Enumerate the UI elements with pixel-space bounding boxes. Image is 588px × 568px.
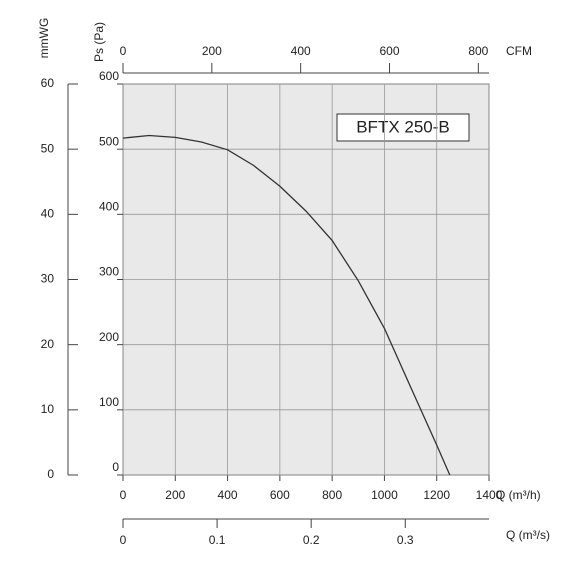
mmwg-tick-label: 40 <box>41 207 55 221</box>
ms-axis-label: Q (m³/s) <box>506 528 550 542</box>
y-tick-label: 300 <box>99 265 119 279</box>
mmwg-tick-label: 60 <box>41 76 55 90</box>
x-tick-label: 1400 <box>476 488 503 502</box>
y-tick-label: 0 <box>112 460 119 474</box>
x-tick-label: 1000 <box>371 488 398 502</box>
annotation: BFTX 250-B <box>356 117 450 136</box>
x-tick-label: 600 <box>270 488 290 502</box>
x-axis-label: Q (m³/h) <box>496 488 541 502</box>
ms-tick-label: 0.2 <box>303 533 320 547</box>
x-tick-label: 200 <box>165 488 185 502</box>
ms-tick-label: 0.3 <box>397 533 414 547</box>
cfm-tick-label: 800 <box>468 44 488 58</box>
cfm-tick-label: 600 <box>379 44 399 58</box>
y-tick-label: 100 <box>99 395 119 409</box>
y-tick-label: 500 <box>99 134 119 148</box>
cfm-tick-label: 400 <box>291 44 311 58</box>
mmwg-tick-label: 10 <box>41 402 55 416</box>
ms-tick-label: 0 <box>120 533 127 547</box>
mmwg-tick-label: 30 <box>41 272 55 286</box>
x-tick-label: 800 <box>322 488 342 502</box>
mmwg-tick-label: 0 <box>47 467 54 481</box>
mmwg-tick-label: 50 <box>41 141 55 155</box>
ms-tick-label: 0.1 <box>209 533 226 547</box>
cfm-tick-label: 200 <box>202 44 222 58</box>
x-tick-label: 0 <box>120 488 127 502</box>
mmwg-axis-label: mmWG <box>37 18 51 59</box>
cfm-axis-label: CFM <box>506 44 532 58</box>
x-tick-label: 400 <box>218 488 238 502</box>
y-tick-label: 400 <box>99 200 119 214</box>
fan-curve <box>122 134 451 476</box>
mmwg-tick-label: 20 <box>41 337 55 351</box>
y-tick-label: 600 <box>99 69 119 83</box>
cfm-tick-label: 0 <box>120 44 127 58</box>
y-axis-label: Ps (Pa) <box>92 22 106 62</box>
x-tick-label: 1200 <box>423 488 450 502</box>
y-tick-label: 200 <box>99 330 119 344</box>
annotation-box <box>336 113 470 142</box>
